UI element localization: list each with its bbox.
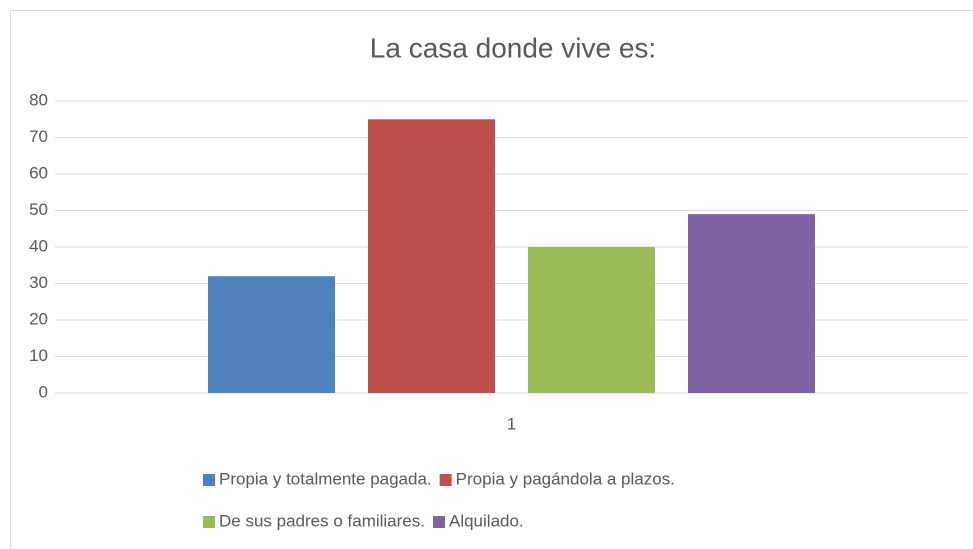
x-tick-label: 1: [507, 414, 516, 433]
y-tick-label: 70: [29, 127, 48, 146]
legend-swatch: [439, 474, 452, 486]
legend-label: Propia y pagándola a plazos.: [456, 469, 675, 488]
bar: [208, 276, 335, 393]
y-tick-label: 80: [29, 90, 48, 109]
y-tick-label: 0: [39, 382, 48, 401]
y-tick-label: 50: [29, 200, 48, 219]
y-tick-label: 10: [29, 346, 48, 365]
legend-label: Propia y totalmente pagada.: [219, 469, 432, 488]
legend-swatch: [203, 516, 215, 528]
y-tick-label: 60: [29, 163, 48, 182]
legend-swatch: [203, 474, 215, 486]
bar: [688, 214, 815, 393]
chart-title: La casa donde vive es:: [370, 32, 656, 63]
legend-label: Alquilado.: [449, 511, 524, 530]
y-tick-label: 40: [29, 236, 48, 255]
legend-swatch: [432, 516, 445, 528]
legend-label: De sus padres o familiares.: [219, 511, 425, 530]
bar: [368, 119, 495, 393]
bar: [528, 247, 655, 393]
y-tick-label: 20: [29, 309, 48, 328]
y-tick-label: 30: [29, 273, 48, 292]
